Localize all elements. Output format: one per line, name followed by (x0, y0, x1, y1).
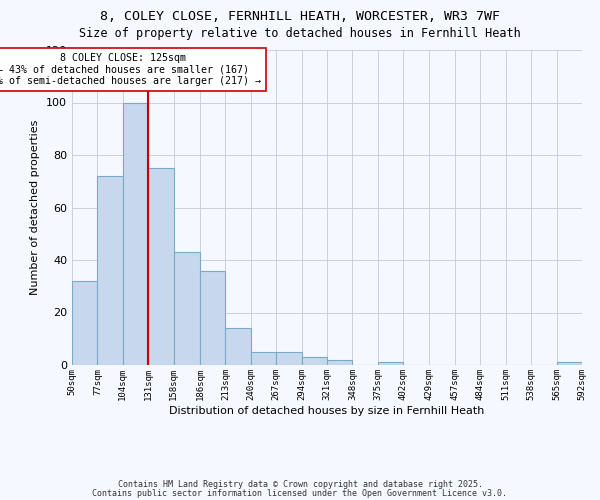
Y-axis label: Number of detached properties: Number of detached properties (31, 120, 40, 295)
Bar (276, 352, 302, 365)
Text: 8, COLEY CLOSE, FERNHILL HEATH, WORCESTER, WR3 7WF: 8, COLEY CLOSE, FERNHILL HEATH, WORCESTE… (100, 10, 500, 23)
Bar (251, 352, 276, 365)
Bar (557, 362, 582, 365)
Bar (97, 176, 123, 365)
Text: Contains HM Land Registry data © Crown copyright and database right 2025.: Contains HM Land Registry data © Crown c… (118, 480, 482, 489)
Text: Contains public sector information licensed under the Open Government Licence v3: Contains public sector information licen… (92, 488, 508, 498)
Bar (173, 252, 200, 365)
Bar (327, 360, 352, 365)
X-axis label: Distribution of detached houses by size in Fernhill Heath: Distribution of detached houses by size … (169, 406, 485, 415)
Bar (72, 281, 97, 365)
Bar (123, 102, 148, 365)
Bar (226, 328, 251, 365)
Text: Size of property relative to detached houses in Fernhill Heath: Size of property relative to detached ho… (79, 28, 521, 40)
Bar (148, 168, 173, 365)
Bar (378, 362, 403, 365)
Bar (302, 357, 327, 365)
Text: 8 COLEY CLOSE: 125sqm
← 43% of detached houses are smaller (167)
57% of semi-det: 8 COLEY CLOSE: 125sqm ← 43% of detached … (0, 52, 261, 86)
Bar (200, 270, 226, 365)
